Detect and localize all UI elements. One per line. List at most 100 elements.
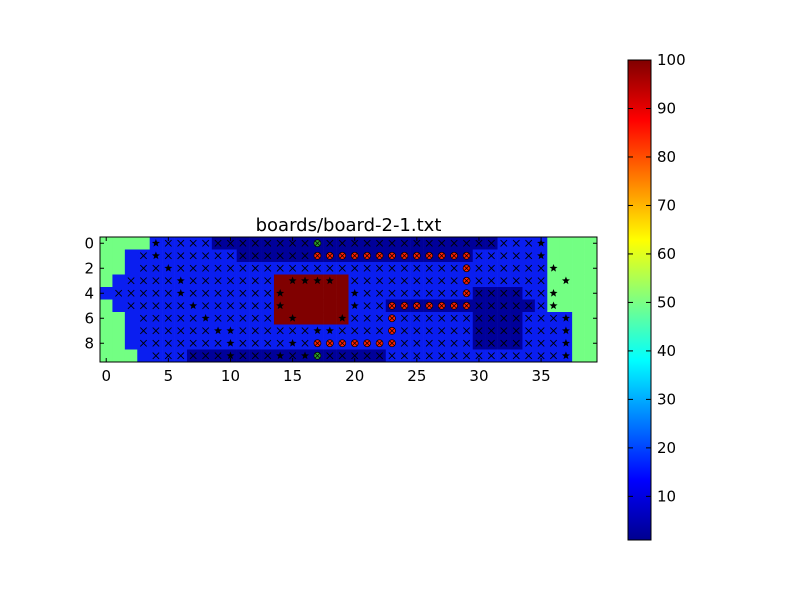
visited-cross bbox=[413, 277, 421, 285]
visited-cross bbox=[450, 277, 458, 285]
heatmap-cells bbox=[100, 237, 598, 363]
path-marker-cross bbox=[401, 303, 408, 309]
heatmap-cell bbox=[286, 287, 300, 300]
visited-cross bbox=[400, 239, 408, 247]
visited-cross bbox=[301, 264, 309, 272]
visited-cross bbox=[500, 339, 508, 347]
visited-cross bbox=[139, 314, 148, 322]
visited-cross bbox=[487, 277, 495, 285]
visited-cross bbox=[400, 352, 408, 360]
visited-cross bbox=[214, 314, 222, 322]
heatmap-cell bbox=[584, 274, 598, 288]
boundary-star bbox=[549, 301, 558, 310]
visited-cross bbox=[164, 314, 172, 322]
visited-cross bbox=[475, 277, 483, 285]
visited-cross bbox=[189, 314, 197, 322]
heatmap-cell bbox=[112, 262, 126, 275]
visited-cross bbox=[487, 289, 495, 297]
visited-cross bbox=[450, 239, 458, 247]
visited-cross bbox=[525, 289, 533, 297]
colorbar-tick-label: 50 bbox=[657, 293, 676, 311]
visited-cross bbox=[251, 339, 259, 347]
visited-cross bbox=[251, 327, 259, 335]
heatmap-cell bbox=[336, 274, 349, 288]
heatmap-cell bbox=[100, 262, 113, 275]
x-tick-label: 5 bbox=[164, 367, 174, 385]
visited-cross bbox=[177, 239, 185, 247]
heatmap-cell bbox=[100, 287, 113, 300]
visited-cross bbox=[450, 314, 458, 322]
path-marker-cross bbox=[414, 253, 420, 259]
visited-cross bbox=[425, 327, 433, 335]
boundary-star bbox=[313, 326, 322, 335]
visited-cross bbox=[152, 352, 160, 360]
heatmap-cell bbox=[298, 312, 312, 325]
path-marker-cross bbox=[389, 303, 395, 309]
visited-cross bbox=[164, 352, 172, 360]
visited-cross bbox=[214, 352, 222, 360]
heatmap-cell bbox=[124, 262, 138, 275]
heatmap-cell bbox=[336, 287, 349, 300]
visited-cross bbox=[463, 352, 471, 360]
path-marker-cross bbox=[314, 253, 321, 259]
boundary-star bbox=[350, 301, 359, 310]
visited-cross bbox=[537, 352, 545, 360]
visited-cross bbox=[164, 252, 172, 260]
x-axis: 0 5 10 15 20 25 30 35 bbox=[101, 237, 551, 385]
visited-cross bbox=[475, 327, 483, 335]
visited-cross bbox=[251, 252, 259, 260]
visited-cross bbox=[425, 264, 433, 272]
visited-cross bbox=[276, 327, 284, 335]
visited-cross bbox=[363, 327, 371, 335]
path-marker-cross bbox=[352, 253, 358, 259]
chart-title: boards/board-2-1.txt bbox=[256, 215, 442, 236]
visited-cross bbox=[239, 314, 247, 322]
visited-cross bbox=[351, 277, 359, 285]
visited-cross bbox=[500, 277, 508, 285]
heatmap-cell bbox=[124, 312, 138, 325]
visited-cross bbox=[376, 264, 384, 272]
path-marker-cross bbox=[426, 303, 432, 309]
visited-cross bbox=[487, 264, 495, 272]
visited-cross bbox=[202, 252, 210, 260]
visited-cross bbox=[388, 277, 396, 285]
visited-cross bbox=[139, 327, 148, 335]
visited-cross bbox=[276, 252, 284, 260]
path-marker-cross bbox=[314, 340, 321, 346]
visited-cross bbox=[313, 264, 321, 272]
heatmap-cell bbox=[311, 287, 324, 300]
boundary-star bbox=[325, 326, 334, 335]
visited-cross bbox=[264, 302, 272, 310]
heatmap-cell bbox=[112, 324, 126, 338]
visited-cross bbox=[549, 339, 558, 347]
visited-cross bbox=[139, 264, 148, 272]
visited-cross bbox=[537, 327, 545, 335]
visited-cross bbox=[438, 277, 446, 285]
visited-cross bbox=[475, 239, 483, 247]
y-axis: 0 2 4 6 8 bbox=[84, 234, 597, 352]
visited-cross bbox=[512, 289, 520, 297]
heatmap-cell bbox=[100, 299, 113, 313]
visited-cross bbox=[500, 314, 508, 322]
visited-cross bbox=[189, 327, 197, 335]
heatmap-cell bbox=[584, 287, 598, 300]
visited-cross bbox=[500, 302, 508, 310]
visited-cross bbox=[239, 339, 247, 347]
visited-cross bbox=[214, 289, 222, 297]
visited-cross bbox=[487, 314, 495, 322]
visited-cross bbox=[537, 264, 545, 272]
visited-cross bbox=[438, 239, 446, 247]
boundary-star bbox=[226, 351, 235, 360]
heatmap-cell bbox=[559, 287, 573, 300]
visited-cross bbox=[388, 239, 396, 247]
boundary-star bbox=[301, 276, 310, 285]
visited-cross bbox=[239, 302, 247, 310]
heatmap-cell bbox=[572, 249, 585, 263]
heatmap-cell bbox=[572, 237, 585, 250]
visited-cross bbox=[525, 264, 533, 272]
visited-cross bbox=[164, 239, 172, 247]
boundary-star bbox=[561, 326, 570, 335]
visited-cross bbox=[487, 239, 495, 247]
visited-cross bbox=[376, 277, 384, 285]
visited-cross bbox=[388, 264, 396, 272]
